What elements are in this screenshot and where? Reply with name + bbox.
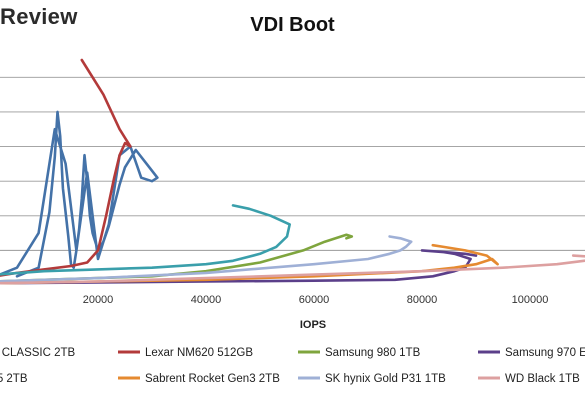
series-line-1: [0, 110, 159, 278]
x-axis-title: IOPS: [300, 319, 326, 331]
site-logo-text: Review: [0, 4, 78, 29]
x-tick-label: 60000: [299, 294, 330, 306]
gridlines: [0, 76, 585, 251]
x-tick-label: 40000: [191, 294, 222, 306]
legend-label-4: Samsung 970 E: [505, 347, 585, 359]
x-tick-label: 100000: [512, 294, 549, 306]
series-line-2: [0, 58, 132, 277]
legend-label-6: Sabrent Rocket Gen3 2TB: [145, 373, 280, 385]
legend-label-7: SK hynix Gold P31 1TB: [325, 373, 446, 385]
legend-label-3: Samsung 980 1TB: [325, 347, 421, 359]
series-line-7: [0, 235, 413, 283]
series-lines: [0, 58, 585, 285]
legend-label-2: Lexar NM620 512GB: [145, 347, 253, 359]
series-line-6: [0, 243, 499, 285]
series-line-8: [0, 254, 585, 285]
legend: ATE CLASSIC 2TB Lexar NM620 512GB Samsung …: [0, 347, 585, 385]
x-tick-label: 80000: [407, 294, 438, 306]
legend-label-5: al P5 2TB: [0, 373, 28, 385]
series-line-4: [0, 249, 478, 285]
series-line-5: [0, 204, 291, 276]
legend-label-8: WD Black 1TB: [505, 373, 580, 385]
legend-label-1: ATE CLASSIC 2TB: [0, 347, 76, 359]
x-axis-ticks: 2000040000600008000010000012000: [83, 294, 549, 306]
chart-title: VDI Boot: [250, 14, 335, 36]
x-tick-label: 20000: [83, 294, 114, 306]
